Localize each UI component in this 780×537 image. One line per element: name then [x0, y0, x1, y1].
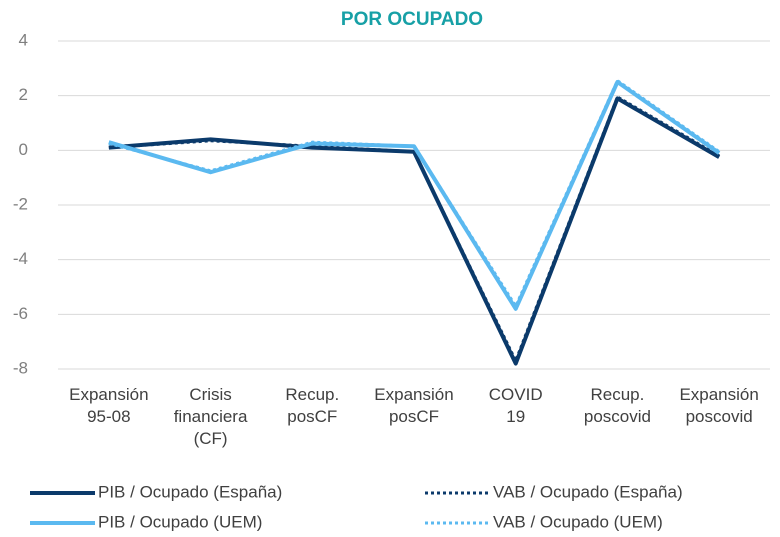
y-tick-label: -4: [13, 249, 28, 268]
x-tick-label: COVID 19: [488, 385, 543, 426]
y-tick-label: 0: [19, 140, 28, 159]
x-tick-label: Recup. posCF: [285, 385, 340, 426]
x-tick-label: Expansión posCF: [374, 385, 454, 426]
y-tick-label: -2: [13, 194, 28, 213]
series-line: [108, 80, 721, 311]
series-line: [108, 79, 721, 308]
y-tick-label: 4: [19, 30, 28, 49]
chart-title: POR OCUPADO: [341, 9, 483, 30]
x-tick-label: Expansión poscovid: [679, 385, 759, 426]
series-line: [108, 95, 720, 363]
y-tick-label: -6: [13, 304, 28, 323]
legend-label: VAB / Ocupado (España): [493, 482, 683, 501]
x-tick-label: Recup. poscovid: [583, 385, 651, 426]
series-line: [108, 96, 721, 366]
x-tick-label: Expansión 95-08: [69, 385, 149, 426]
y-tick-label: -8: [13, 358, 28, 377]
legend-label: VAB / Ocupado (UEM): [493, 512, 663, 531]
legend-label: PIB / Ocupado (UEM): [98, 512, 262, 531]
y-tick-label: 2: [19, 85, 28, 104]
legend-label: PIB / Ocupado (España): [98, 482, 282, 501]
x-tick-label: Crisis financiera (CF): [173, 385, 248, 448]
